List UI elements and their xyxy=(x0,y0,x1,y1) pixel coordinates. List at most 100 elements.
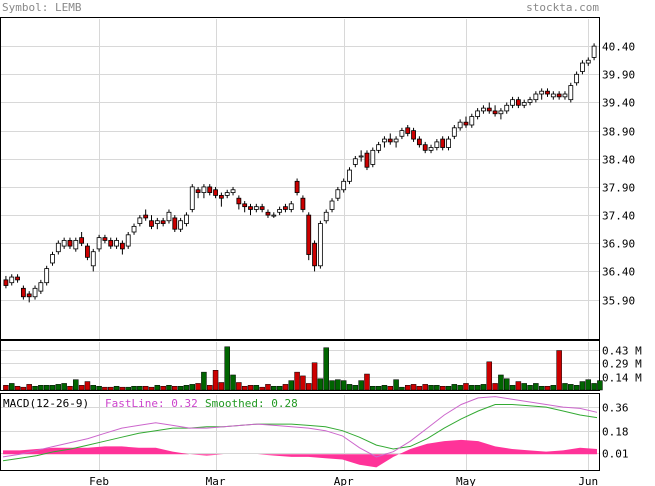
candle xyxy=(539,88,545,100)
volume-bar xyxy=(305,383,312,391)
candle-body xyxy=(451,127,457,137)
candle xyxy=(387,133,393,145)
candle-body xyxy=(498,110,504,115)
macd-smoothed-line xyxy=(2,404,598,462)
candle-body xyxy=(189,186,195,210)
candle-body xyxy=(317,223,323,267)
candle xyxy=(347,167,352,185)
volume-bar xyxy=(212,370,219,391)
candle-body xyxy=(521,102,527,106)
candle xyxy=(416,136,422,148)
candle xyxy=(137,215,143,227)
volume-bar xyxy=(300,375,306,391)
price-tick-label: 37.90 xyxy=(602,182,635,195)
candle xyxy=(434,139,440,151)
volume-bar xyxy=(241,385,248,391)
candle xyxy=(259,203,265,213)
volume-bar xyxy=(375,385,382,391)
candle xyxy=(79,232,85,247)
candle-body xyxy=(469,116,475,126)
price-tick-label: 36.90 xyxy=(602,238,635,251)
volume-bar xyxy=(177,385,184,391)
volume-bar xyxy=(515,381,522,391)
candle-body xyxy=(149,220,154,227)
volume-bar xyxy=(201,371,207,391)
candle xyxy=(352,155,358,168)
candle-body xyxy=(213,189,218,196)
candle-body xyxy=(306,214,312,255)
candle-body xyxy=(492,110,498,115)
volume-bar xyxy=(253,385,260,391)
candle xyxy=(108,237,114,249)
x-tick-label: Mar xyxy=(206,475,226,486)
candle xyxy=(329,198,335,213)
candle-body xyxy=(539,90,545,95)
candle xyxy=(55,240,61,255)
volume-bar xyxy=(137,385,143,391)
candle-body xyxy=(253,206,259,210)
candle xyxy=(102,234,108,244)
candle xyxy=(486,102,492,114)
symbol-label: Symbol: LEMB xyxy=(2,1,82,14)
volume-bar xyxy=(387,385,394,391)
candlesticks xyxy=(3,43,597,303)
volume-bar xyxy=(276,385,283,391)
candle xyxy=(574,71,580,86)
candle-body xyxy=(574,73,580,84)
volume-bar xyxy=(317,378,324,391)
price-grid xyxy=(1,19,599,339)
candle xyxy=(463,116,469,128)
candle xyxy=(300,195,306,213)
candle xyxy=(527,96,533,106)
x-tick-label: Feb xyxy=(89,475,109,486)
candle xyxy=(96,234,102,252)
candle xyxy=(114,237,119,249)
candle-body xyxy=(463,121,469,126)
volume-bar xyxy=(224,346,230,391)
candle xyxy=(562,91,568,100)
candle xyxy=(131,223,137,235)
volume-bar xyxy=(288,380,295,391)
volume-bar xyxy=(591,383,597,391)
candle xyxy=(15,274,20,283)
volume-bar xyxy=(474,385,481,391)
candle xyxy=(451,125,457,140)
volume-bar xyxy=(509,385,516,391)
candle-body xyxy=(457,121,463,129)
volume-bar xyxy=(352,385,359,391)
candle xyxy=(230,186,236,196)
candle xyxy=(545,88,550,97)
macd-histogram xyxy=(3,439,597,468)
candle xyxy=(382,136,387,148)
volume-bar xyxy=(404,385,411,391)
candle xyxy=(550,91,556,100)
candle xyxy=(335,186,341,202)
volume-bar xyxy=(3,385,9,391)
candle xyxy=(218,192,224,207)
candle xyxy=(67,237,73,249)
candle-body xyxy=(230,189,236,193)
volume-bar xyxy=(236,382,242,391)
volume-bar xyxy=(439,385,446,391)
candle xyxy=(195,186,201,199)
macd-axis-labels: 0.36 0.18 0.01 xyxy=(602,402,629,461)
volume-bar xyxy=(142,385,149,391)
macd-lines xyxy=(2,396,598,462)
candle-body xyxy=(271,214,277,217)
x-tick-label: May xyxy=(456,475,476,486)
volume-bar xyxy=(119,386,126,391)
candle-body xyxy=(26,293,32,298)
volume-bar xyxy=(469,385,475,391)
site-watermark: stockta.com xyxy=(526,1,599,14)
volume-bar xyxy=(538,385,545,391)
candle xyxy=(283,203,288,213)
candle-body xyxy=(312,242,317,267)
candle-body xyxy=(481,107,486,112)
candle xyxy=(253,203,259,213)
candle-body xyxy=(242,203,248,208)
candle xyxy=(498,108,504,120)
volume-bar xyxy=(358,380,364,391)
volume-bar xyxy=(125,386,131,391)
candle-body xyxy=(90,251,96,267)
